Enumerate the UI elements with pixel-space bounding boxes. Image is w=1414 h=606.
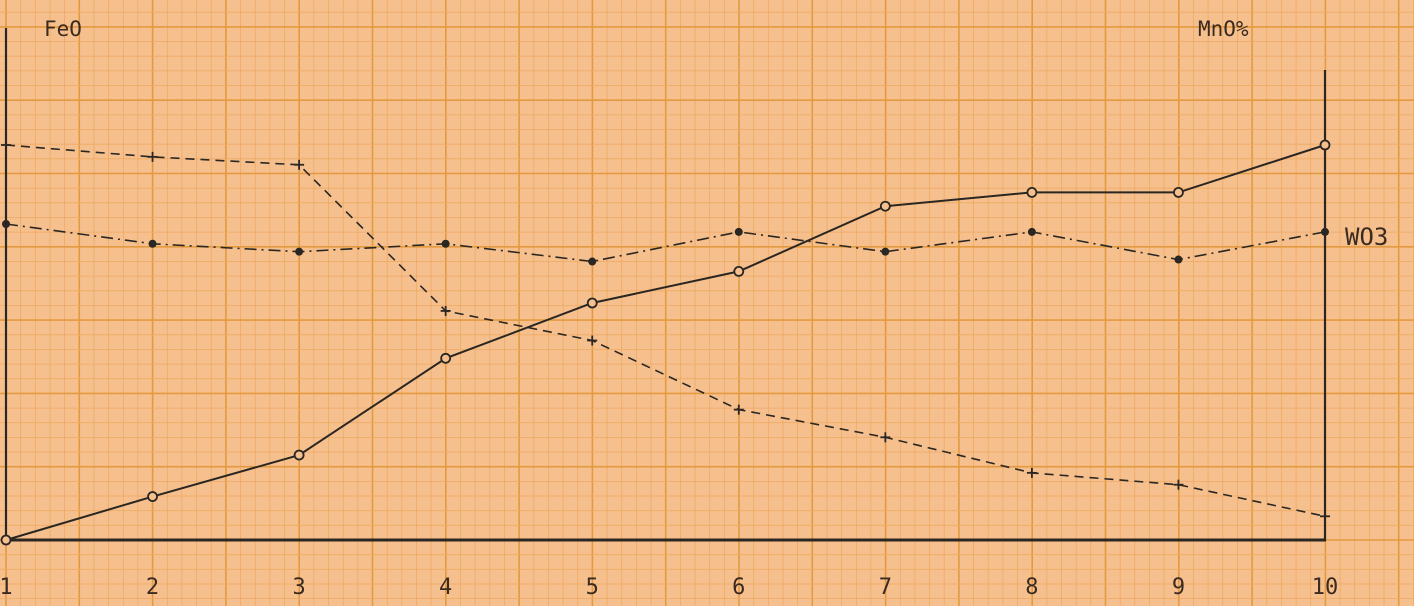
data-point-feo — [294, 159, 305, 170]
x-tick-label: 10 — [1312, 575, 1339, 600]
series-feo — [1, 140, 1330, 522]
series-wo3: WO3 — [2, 220, 1388, 266]
x-tick-label: 2 — [146, 575, 159, 600]
x-tick-label: 9 — [1172, 575, 1185, 600]
data-point-wo3 — [734, 227, 743, 236]
right-axis-label: MnO% — [1198, 17, 1249, 41]
data-point-feo — [733, 404, 744, 415]
labels-layer: FeO MnO% 1 2 3 4 5 6 7 8 9 10 — [0, 17, 1338, 600]
data-point-feo — [1173, 479, 1184, 490]
data-point-mno — [879, 200, 891, 212]
series-label-wo3: WO3 — [1345, 223, 1388, 251]
data-point-mno — [293, 449, 305, 461]
data-point-mno — [586, 297, 598, 309]
data-point-mno — [147, 491, 158, 502]
data-point-feo — [440, 305, 451, 316]
data-point-mno — [1173, 186, 1184, 198]
data-point-mno — [733, 265, 745, 277]
data-point-feo — [1, 140, 11, 150]
data-point-wo3 — [1027, 227, 1036, 236]
x-tick-label: 5 — [586, 575, 599, 600]
data-point-mno — [0, 534, 12, 546]
data-point-feo — [1026, 467, 1037, 478]
data-point-mno — [1319, 139, 1331, 151]
series-layer: WO3 — [0, 139, 1388, 546]
data-point-feo — [880, 432, 891, 443]
x-tick-label: 7 — [879, 575, 892, 600]
series-mno — [0, 139, 1331, 546]
data-point-feo — [587, 335, 598, 346]
data-point-wo3 — [2, 220, 10, 228]
data-point-feo — [1320, 511, 1330, 522]
data-point-wo3 — [588, 257, 597, 266]
x-tick-label: 3 — [292, 575, 305, 600]
x-tick-label: 4 — [439, 575, 452, 600]
x-tick-label: 6 — [732, 575, 745, 600]
data-point-wo3 — [148, 239, 157, 248]
series-line-wo3 — [5, 223, 1326, 263]
x-tick-label: 8 — [1025, 575, 1038, 600]
left-axis-label: FeO — [44, 17, 82, 41]
data-point-feo — [147, 151, 158, 162]
series-line-feo — [5, 144, 1326, 518]
data-point-wo3 — [1174, 255, 1183, 264]
data-point-wo3 — [881, 247, 890, 256]
data-point-wo3 — [441, 239, 450, 248]
data-point-wo3 — [295, 247, 304, 256]
x-tick-label: 1 — [0, 575, 13, 600]
data-point-wo3 — [1321, 227, 1329, 236]
data-point-mno — [440, 352, 452, 364]
series-line-mno — [5, 144, 1326, 541]
data-point-mno — [1026, 186, 1038, 198]
